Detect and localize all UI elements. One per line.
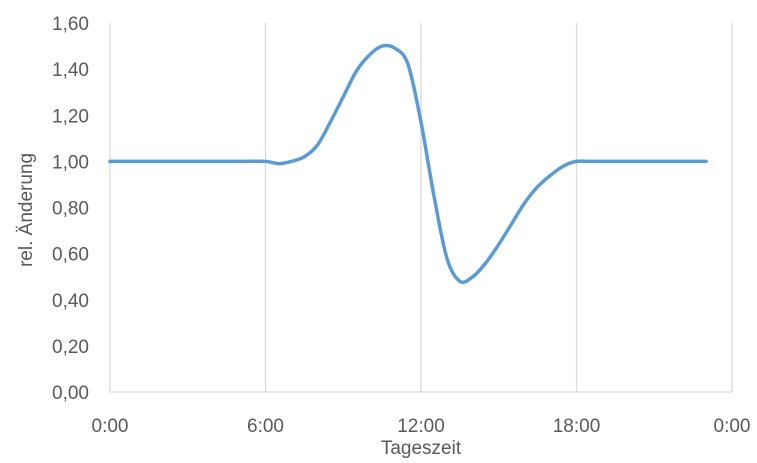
y-tick-label: 0,00 bbox=[52, 383, 89, 404]
y-tick-label: 1,00 bbox=[52, 152, 89, 173]
x-tick-label: 0:00 bbox=[714, 416, 751, 437]
x-tick-label: 12:00 bbox=[397, 416, 445, 437]
y-tick-label: 0,20 bbox=[52, 337, 89, 358]
y-axis-label: rel. Änderung bbox=[16, 153, 37, 267]
tick-label-layer: 0:00 6:00 12:00 18:00 0:000,000,200,400,600,… bbox=[52, 14, 750, 437]
y-tick-label: 1,60 bbox=[52, 14, 89, 35]
x-tick-label: 0:00 bbox=[92, 416, 129, 437]
grid-layer bbox=[109, 23, 733, 392]
y-tick-label: 0,60 bbox=[52, 245, 89, 266]
x-tick-label: 18:00 bbox=[553, 416, 601, 437]
y-tick-label: 0,80 bbox=[52, 199, 89, 220]
y-tick-label: 1,20 bbox=[52, 106, 89, 127]
x-tick-label: 6:00 bbox=[247, 416, 284, 437]
y-tick-label: 1,40 bbox=[52, 60, 89, 81]
x-axis-label: Tageszeit bbox=[381, 438, 462, 458]
series-line bbox=[108, 43, 708, 285]
series-layer bbox=[108, 43, 708, 285]
y-tick-label: 0,40 bbox=[52, 291, 89, 312]
